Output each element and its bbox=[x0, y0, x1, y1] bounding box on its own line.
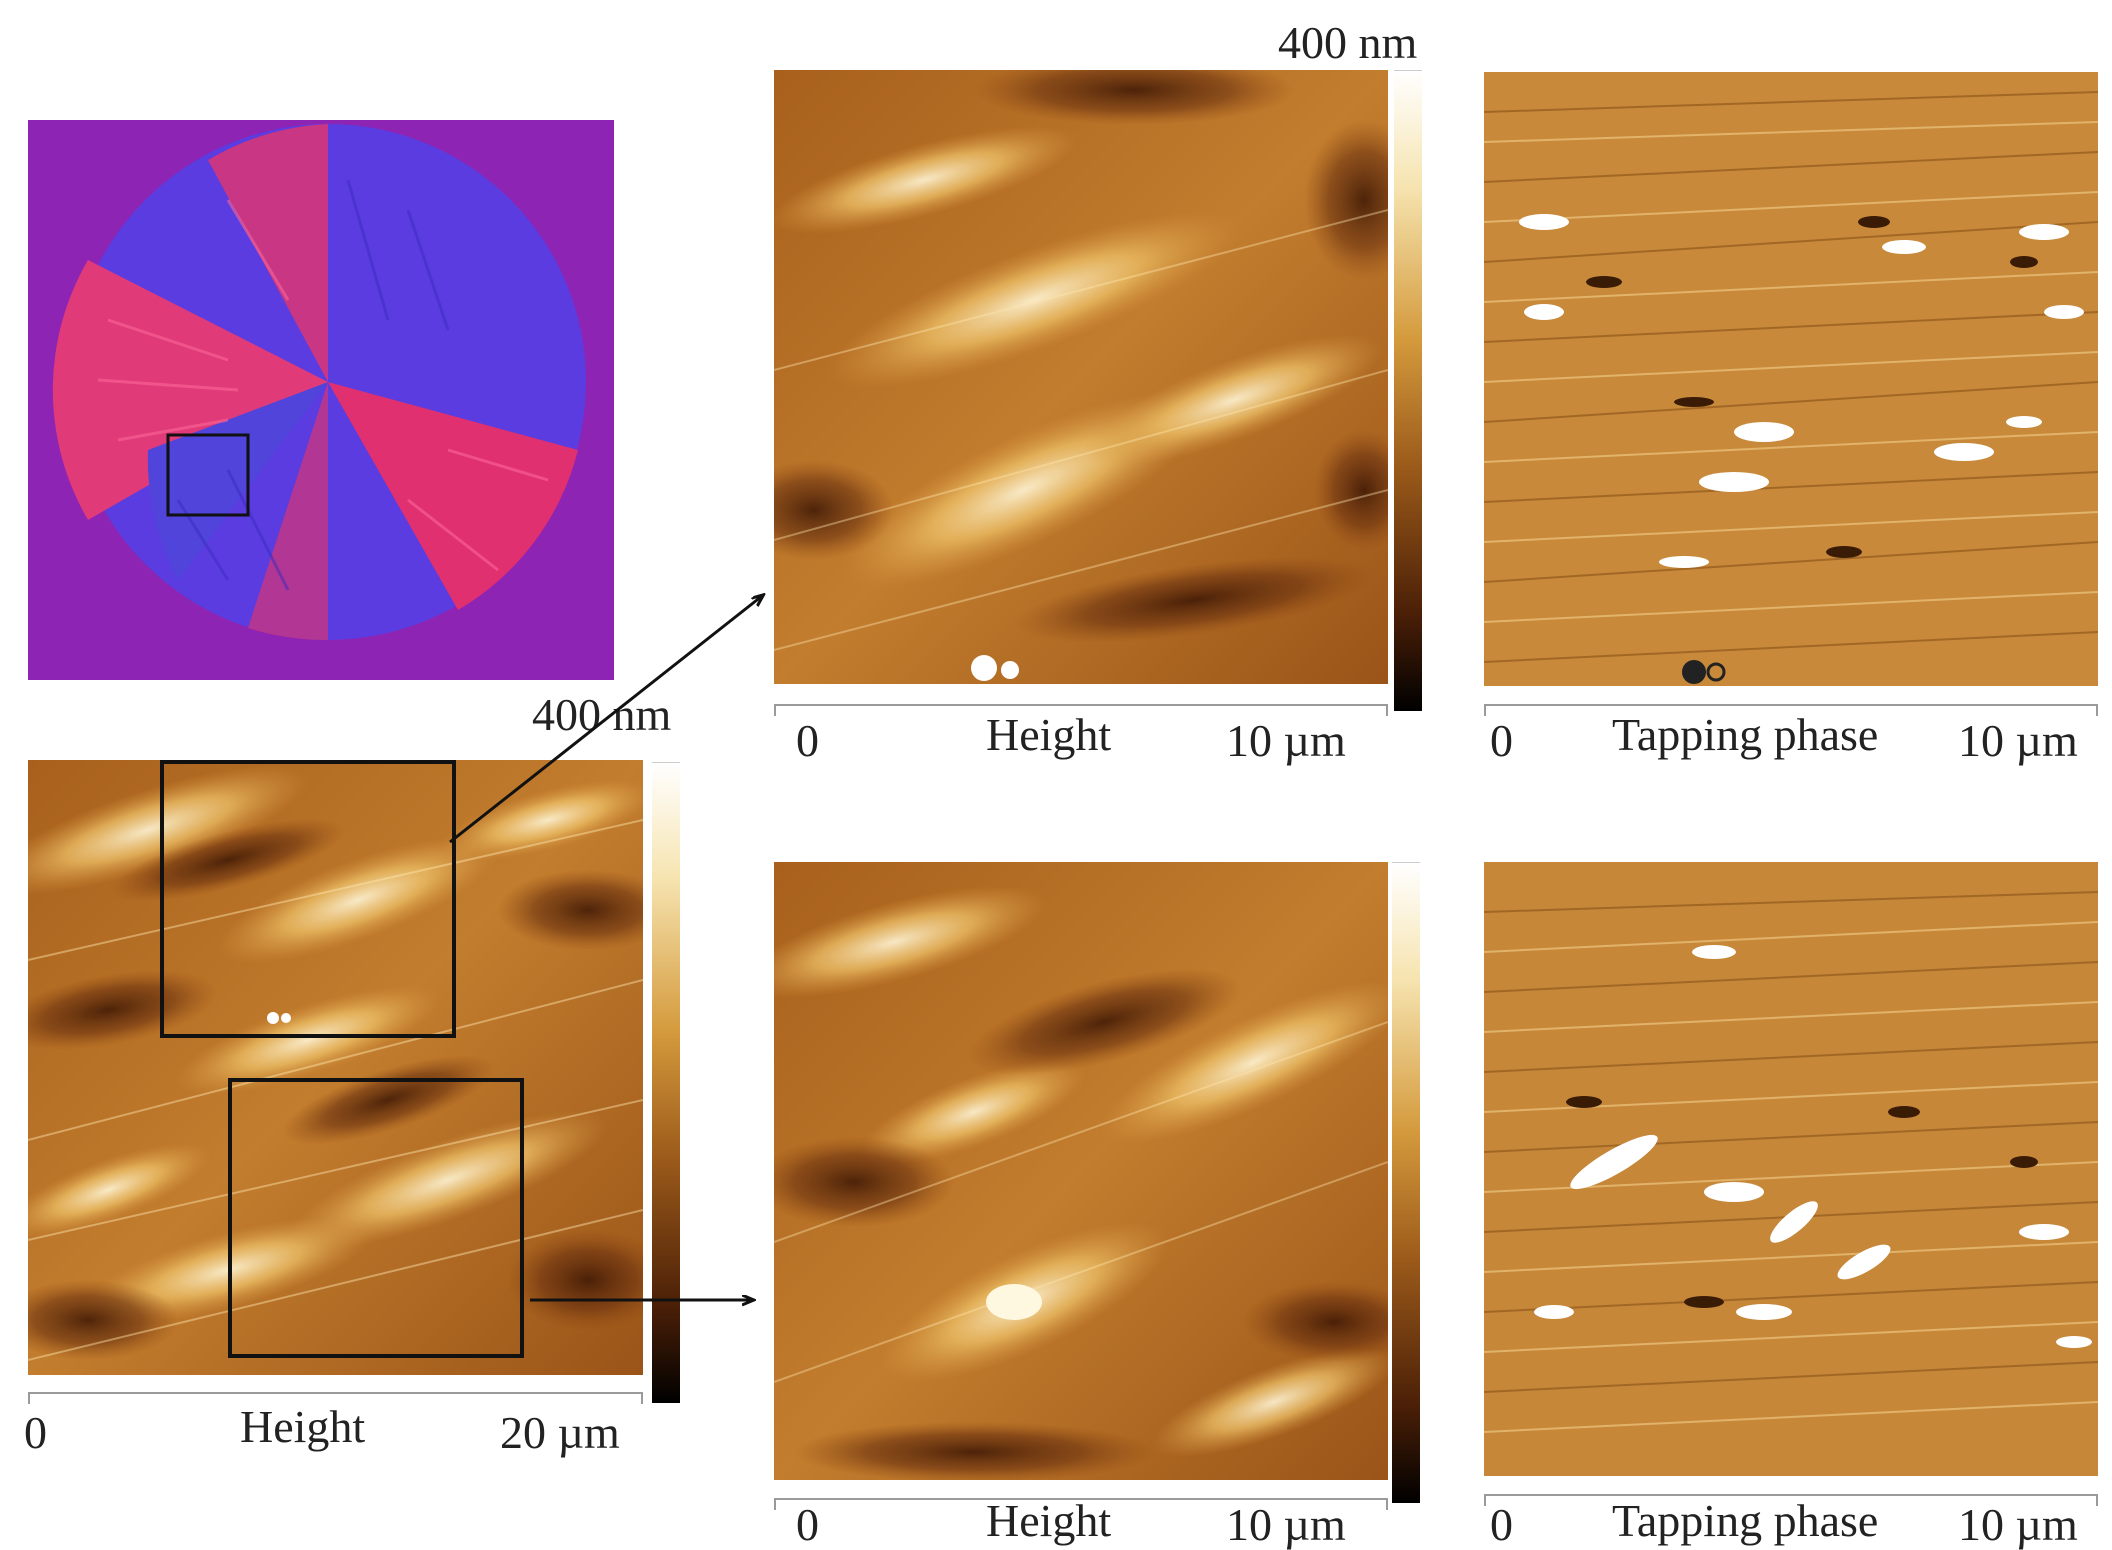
afm-height-large-image bbox=[28, 760, 643, 1375]
afm-phase-bottom-image bbox=[1484, 862, 2098, 1476]
afm-height-top-image bbox=[774, 70, 1388, 684]
caption-bottom-height: Height bbox=[986, 1495, 1112, 1546]
colorbar-max-label-top: 400 nm bbox=[1278, 17, 1418, 68]
caption-bottom-phase: Tapping phase bbox=[1612, 1495, 1879, 1546]
scale-end-bottom-phase: 10 µm bbox=[1958, 1499, 2078, 1550]
height-colorbar-top bbox=[1394, 70, 1422, 711]
zoom-region-top bbox=[160, 760, 456, 1038]
zoom-region-bottom bbox=[228, 1078, 524, 1358]
scale-end-bottom-height: 10 µm bbox=[1226, 1499, 1346, 1550]
height-colorbar-bottom bbox=[1392, 862, 1420, 1503]
afm-phase-top-image bbox=[1484, 72, 2098, 686]
scale-start-top-phase: 0 bbox=[1490, 715, 1513, 766]
scale-bar-top-height bbox=[774, 704, 1388, 716]
scale-bar-large bbox=[28, 1392, 643, 1404]
scale-start-bottom-phase: 0 bbox=[1490, 1499, 1513, 1550]
scale-bar-bottom-height bbox=[774, 1498, 1388, 1510]
height-colorbar-large bbox=[652, 762, 680, 1403]
optical-region-box bbox=[166, 433, 250, 517]
arrow-to-top-panel bbox=[449, 596, 762, 844]
polarized-optical-micrograph-icon bbox=[28, 120, 614, 680]
caption-large: Height bbox=[240, 1401, 366, 1452]
scale-end-top-phase: 10 µm bbox=[1958, 715, 2078, 766]
scale-start-large: 0 bbox=[24, 1407, 47, 1458]
scale-bar-top-phase bbox=[1484, 704, 2098, 716]
scale-end-top-height: 10 µm bbox=[1226, 715, 1346, 766]
caption-top-phase: Tapping phase bbox=[1612, 709, 1879, 760]
optical-micrograph bbox=[28, 120, 614, 680]
scale-bar-bottom-phase bbox=[1484, 1494, 2098, 1506]
caption-top-height: Height bbox=[986, 709, 1112, 760]
scale-end-large: 20 µm bbox=[500, 1407, 620, 1458]
colorbar-max-label-large: 400 nm bbox=[532, 689, 672, 740]
afm-height-bottom-image bbox=[774, 862, 1388, 1480]
scale-start-top-height: 0 bbox=[796, 715, 819, 766]
scale-start-bottom-height: 0 bbox=[796, 1499, 819, 1550]
